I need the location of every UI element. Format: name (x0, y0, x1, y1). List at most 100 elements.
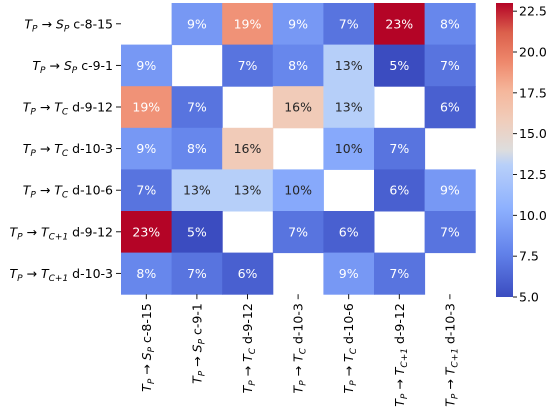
colorbar-tick-label: 7.5 (519, 249, 539, 264)
cell-value-label: 6% (440, 100, 460, 115)
cell-value-label: 7% (187, 266, 207, 281)
colorbar-tick-label: 22.5 (519, 4, 546, 19)
row-label: TP → SP c-8-15 (24, 16, 113, 34)
heatmap-cell (222, 3, 274, 46)
cell-value-label: 23% (385, 16, 413, 31)
heatmap-cell (121, 86, 173, 129)
cell-value-label: 19% (132, 100, 160, 115)
column-label: TP → SP c-9-1 (189, 303, 207, 384)
column-label: TP → TC+1 d-9-12 (392, 303, 410, 407)
heatmap-cell (323, 86, 375, 129)
row-label: TP → TC d-9-12 (23, 100, 113, 118)
cell-value-label: 23% (132, 224, 160, 239)
column-tick-labels: TP → SP c-8-15 TP → SP c-9-1 TP → TC d-9-1… (139, 294, 460, 407)
heatmap-cell (424, 3, 476, 46)
heatmap-cell (121, 44, 173, 87)
heatmap-cell (424, 44, 476, 87)
heatmap-cell (121, 169, 173, 212)
cell-value-label: 8% (288, 58, 308, 73)
colorbar-tick-label: 17.5 (519, 85, 546, 100)
column-label: TP → TC+1 d-10-3 (442, 303, 460, 407)
heatmap-cell-labels: 9% 19% 9% 7% 23% 8% 9% 7% 8% 13% 5% 7% 19% 7% 16% 13% 6%… (132, 16, 460, 281)
colorbar-tick-label: 5.0 (519, 290, 539, 305)
heatmap-cell (121, 252, 173, 295)
cell-value-label: 5% (389, 58, 409, 73)
cell-value-label: 7% (440, 58, 460, 73)
heatmap-cell (374, 3, 426, 46)
colorbar-tick-label: 20.0 (519, 45, 546, 60)
column-label: TP → TC d-10-3 (291, 303, 309, 393)
colorbar-tick-label: 10.0 (519, 208, 546, 223)
cell-value-label: 13% (335, 100, 363, 115)
heatmap-cell (121, 211, 173, 254)
column-label: TP → TC d-10-6 (341, 303, 359, 393)
cell-value-label: 7% (339, 16, 359, 31)
cell-value-label: 6% (389, 183, 409, 198)
heatmap-cell (323, 44, 375, 87)
heatmap-cell (171, 3, 223, 46)
heatmap-cell (424, 86, 476, 129)
cell-value-label: 19% (234, 16, 262, 31)
heatmap-cell (424, 211, 476, 254)
cell-value-label: 7% (238, 58, 258, 73)
heatmap-cell (323, 127, 375, 170)
colorbar-tick-label: 15.0 (519, 126, 546, 141)
heatmap-cell (323, 3, 375, 46)
heatmap-cell (374, 252, 426, 295)
heatmap-cell (272, 44, 324, 87)
row-label: TP → TC+1 d-10-3 (10, 266, 114, 284)
column-label: TP → SP c-8-15 (139, 303, 157, 392)
heatmap-cell (272, 86, 324, 129)
heatmap-cell (171, 169, 223, 212)
colorbar: 5.0 7.5 10.0 12.5 15.0 17.5 20.0 22.5 (496, 3, 546, 305)
row-label: TP → TC d-10-6 (23, 183, 113, 201)
heatmap-cell (374, 127, 426, 170)
heatmap-cell (272, 169, 324, 212)
heatmap-cell (171, 211, 223, 254)
cell-value-label: 7% (136, 183, 156, 198)
cell-value-label: 16% (284, 100, 312, 115)
cell-value-label: 16% (234, 141, 262, 156)
row-label: TP → TC+1 d-9-12 (10, 224, 114, 242)
cell-value-label: 8% (136, 266, 156, 281)
heatmap-cell (323, 252, 375, 295)
cell-value-label: 7% (389, 141, 409, 156)
cell-value-label: 8% (440, 16, 460, 31)
heatmap-cell (171, 252, 223, 295)
cell-value-label: 8% (187, 141, 207, 156)
heatmap-cell (222, 169, 274, 212)
cell-value-label: 9% (339, 266, 359, 281)
row-label: TP → SP c-9-1 (32, 58, 113, 76)
heatmap-cell (222, 252, 274, 295)
heatmap-cell (374, 169, 426, 212)
heatmap-cell (424, 169, 476, 212)
heatmap-cell (222, 127, 274, 170)
cell-value-label: 10% (284, 183, 312, 198)
row-label: TP → TC d-10-3 (23, 141, 113, 159)
heatmap-cell (272, 211, 324, 254)
row-tick-labels: TP → SP c-8-15 TP → SP c-9-1 TP → TC d-9-1… (10, 16, 121, 284)
cell-value-label: 5% (187, 224, 207, 239)
heatmap-cell (374, 44, 426, 87)
cell-value-label: 7% (187, 100, 207, 115)
cell-value-label: 6% (238, 266, 258, 281)
cell-value-label: 9% (187, 16, 207, 31)
heatmap-cell (222, 44, 274, 87)
cell-value-label: 10% (335, 141, 363, 156)
heatmap-cell (323, 211, 375, 254)
colorbar-gradient (496, 3, 513, 297)
cell-value-label: 9% (440, 183, 460, 198)
cell-value-label: 7% (440, 224, 460, 239)
cell-value-label: 9% (136, 141, 156, 156)
heatmap-cell (171, 127, 223, 170)
cell-value-label: 13% (335, 58, 363, 73)
heatmap-cells (121, 3, 476, 295)
heatmap-cell (272, 3, 324, 46)
cell-value-label: 7% (288, 224, 308, 239)
cell-value-label: 13% (183, 183, 211, 198)
cell-value-label: 13% (234, 183, 262, 198)
cell-value-label: 9% (136, 58, 156, 73)
column-label: TP → TC d-9-12 (240, 303, 258, 393)
